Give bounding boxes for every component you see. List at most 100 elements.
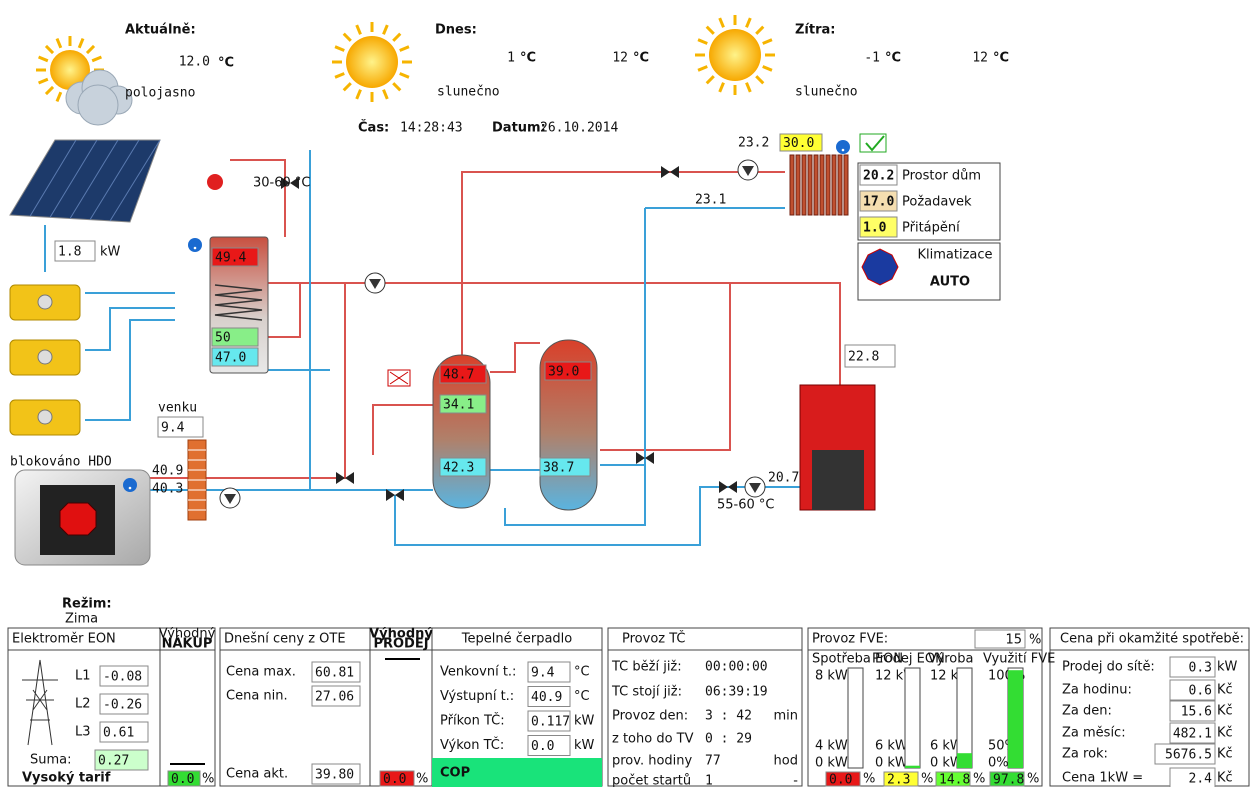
label: - bbox=[793, 774, 798, 787]
sun-ray bbox=[357, 90, 361, 99]
sun-ray bbox=[79, 39, 83, 48]
label: kW bbox=[574, 714, 595, 729]
label: Prodej do sítě: bbox=[1062, 660, 1155, 675]
label: 3 : 42 bbox=[705, 709, 752, 724]
label: Za den: bbox=[1062, 704, 1112, 719]
value: 2.3 bbox=[887, 773, 910, 787]
value: 5676.5 bbox=[1165, 748, 1212, 763]
label: % bbox=[1027, 772, 1039, 787]
sun-ray bbox=[46, 87, 53, 94]
label: -1 bbox=[864, 51, 880, 66]
help-icon bbox=[188, 238, 202, 252]
value: 50 bbox=[215, 331, 231, 346]
sun-ray bbox=[92, 57, 101, 61]
value: 1.0 bbox=[863, 221, 887, 236]
radiator-fin bbox=[832, 155, 836, 215]
value: 27.06 bbox=[315, 690, 354, 705]
label: Kč bbox=[1217, 747, 1233, 762]
label: Zítra: bbox=[795, 23, 835, 38]
label: AUTO bbox=[930, 275, 970, 290]
label: 40.3 bbox=[152, 482, 183, 497]
label: 0 kW bbox=[875, 756, 908, 771]
pipe bbox=[462, 172, 785, 355]
label: 12 bbox=[612, 51, 628, 66]
pipe bbox=[268, 283, 300, 337]
label: TC stojí již: bbox=[611, 685, 682, 700]
value: 48.7 bbox=[443, 368, 474, 383]
sun bbox=[346, 36, 398, 88]
sun-ray bbox=[756, 27, 763, 34]
label: COP bbox=[440, 766, 470, 781]
sun-ray bbox=[357, 25, 361, 34]
label: 30-60 °C bbox=[253, 176, 310, 191]
label: blokováno HDO bbox=[10, 455, 112, 470]
label: 20.7 bbox=[768, 471, 799, 486]
value: 0.27 bbox=[98, 754, 129, 769]
label: Provoz den: bbox=[612, 709, 688, 724]
sun-ray bbox=[393, 34, 400, 41]
sun-ray bbox=[39, 57, 48, 61]
value: 17.0 bbox=[863, 195, 894, 210]
label: venku bbox=[158, 401, 197, 416]
sun-ray bbox=[707, 76, 714, 83]
label: Kč bbox=[1217, 771, 1233, 786]
label: Cena akt. bbox=[226, 767, 288, 782]
value: 38.7 bbox=[543, 461, 574, 476]
label: Režim: bbox=[62, 597, 112, 612]
label: prov. hodiny bbox=[612, 754, 693, 769]
label: Za hodinu: bbox=[1062, 683, 1132, 698]
gauge-bar bbox=[1008, 670, 1023, 768]
body: Aktuálně:12.0°CpolojasnoDnes:1°C12°Cslun… bbox=[0, 0, 1250, 787]
sun-ray bbox=[746, 18, 750, 27]
value: 34.1 bbox=[443, 398, 474, 413]
label: 23.2 bbox=[738, 136, 769, 151]
label: 14:28:43 bbox=[400, 121, 463, 136]
label: Klimatizace bbox=[917, 248, 992, 263]
sun-ray bbox=[39, 79, 48, 83]
solar-panel bbox=[10, 140, 160, 222]
label: Výkon TČ: bbox=[440, 737, 504, 753]
label: % bbox=[921, 772, 933, 787]
label: polojasno bbox=[125, 86, 195, 101]
pipe bbox=[600, 283, 730, 450]
radiator-fin bbox=[790, 155, 794, 215]
label: L2 bbox=[75, 697, 91, 712]
label: slunečno bbox=[795, 85, 858, 100]
label: 4 kW bbox=[815, 739, 848, 754]
collector-gauge bbox=[38, 350, 52, 364]
label: Výroba bbox=[928, 652, 973, 667]
sun-ray bbox=[335, 47, 344, 51]
label: 0 kW bbox=[815, 756, 848, 771]
value: 60.81 bbox=[315, 666, 354, 681]
value: 47.0 bbox=[215, 351, 246, 366]
label: Dnes: bbox=[435, 23, 477, 38]
label: Dnešní ceny z OTE bbox=[224, 632, 346, 647]
label: 1 bbox=[507, 51, 515, 66]
shower bbox=[207, 174, 223, 190]
pipe bbox=[490, 343, 540, 372]
label: 12 bbox=[972, 51, 988, 66]
help-dot bbox=[129, 487, 132, 490]
radiator-fin bbox=[802, 155, 806, 215]
value: 97.8 bbox=[993, 773, 1024, 787]
label: Výstupní t.: bbox=[440, 689, 514, 704]
help-icon bbox=[836, 140, 850, 154]
dashboard: Aktuálně:12.0°CpolojasnoDnes:1°C12°Cslun… bbox=[0, 0, 1250, 787]
gauge-frame bbox=[905, 668, 920, 768]
label: TC běží již: bbox=[611, 660, 682, 675]
value: 49.4 bbox=[215, 251, 246, 266]
help-dot bbox=[194, 247, 197, 250]
value: 0.3 bbox=[1189, 661, 1212, 676]
value: 0.6 bbox=[1189, 684, 1212, 699]
label: 12.0 bbox=[179, 55, 210, 70]
label: Cena max. bbox=[226, 665, 296, 680]
fan-blade bbox=[60, 503, 96, 535]
value: 30.0 bbox=[783, 136, 814, 151]
sun-ray bbox=[756, 76, 763, 83]
label: 0 : 29 bbox=[705, 732, 752, 747]
label: kW bbox=[100, 245, 121, 260]
label: % bbox=[416, 772, 428, 787]
gauge-bar bbox=[905, 766, 920, 768]
label: Venkovní t.: bbox=[440, 665, 516, 680]
value: 22.8 bbox=[848, 350, 879, 365]
